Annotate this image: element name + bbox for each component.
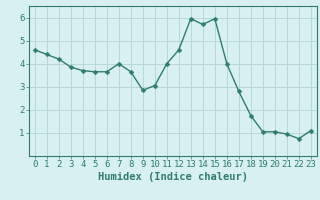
X-axis label: Humidex (Indice chaleur): Humidex (Indice chaleur): [98, 172, 248, 182]
